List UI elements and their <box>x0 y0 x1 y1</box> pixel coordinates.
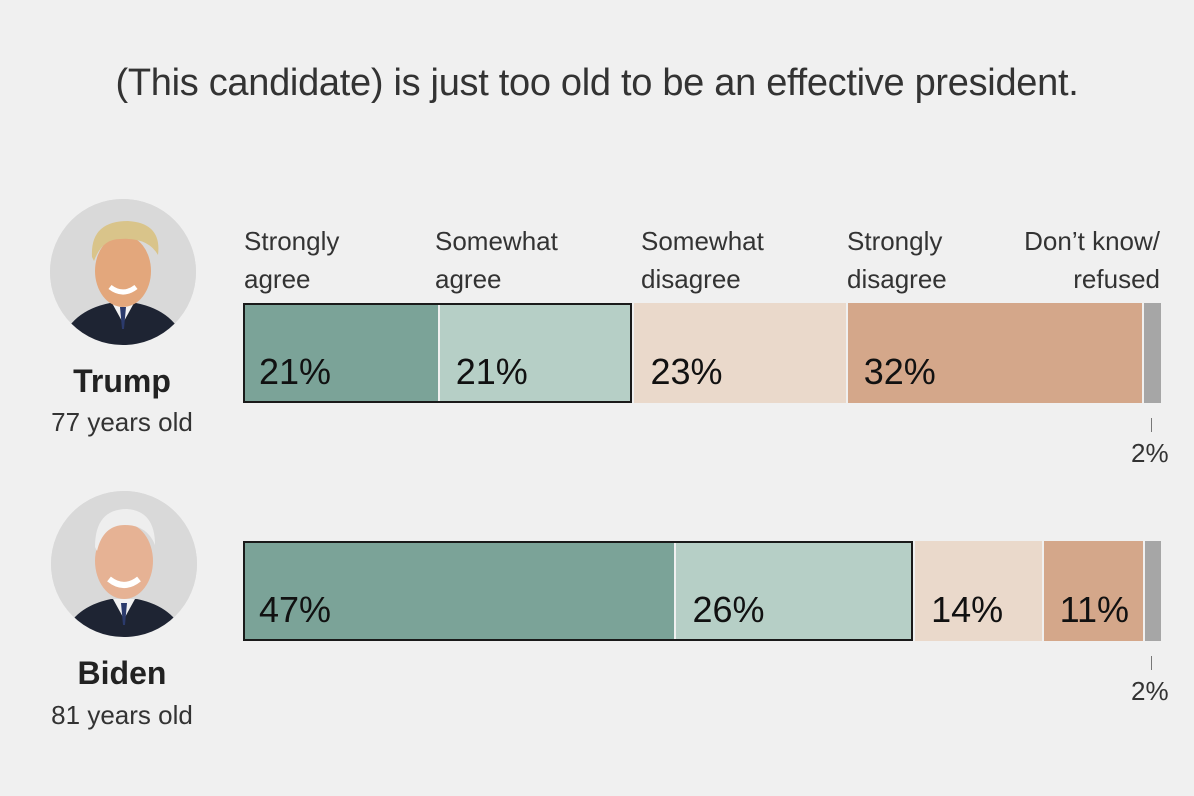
trump-portrait-icon <box>50 199 196 345</box>
trump-avatar <box>50 199 196 345</box>
trump-value-label-strongly-agree: 21% <box>259 351 332 392</box>
chart-title: (This candidate) is just too old to be a… <box>115 62 1079 104</box>
biden-value-label-somewhat-disagree: 14% <box>931 589 1004 630</box>
biden-bar-segment-strongly-disagree: 11% <box>1041 541 1143 641</box>
category-line: disagree <box>847 264 947 294</box>
category-line: Strongly <box>244 226 340 256</box>
biden-portrait-icon <box>51 491 197 637</box>
category-line: refused <box>1073 264 1160 294</box>
biden-bar-segment-somewhat-disagree: 14% <box>913 541 1042 641</box>
category-label-somewhat-disagree: Somewhat disagree <box>641 222 764 298</box>
category-line: Somewhat <box>435 226 558 256</box>
trump-bar-segment-dont-know <box>1142 303 1161 403</box>
trump-value-label-strongly-disagree: 32% <box>863 351 936 392</box>
trump-name: Trump <box>73 363 171 399</box>
biden-dont-know-tick <box>1151 656 1152 670</box>
category-label-somewhat-agree: Somewhat agree <box>435 222 558 298</box>
trump-age: 77 years old <box>51 407 193 437</box>
biden-dont-know-label: 2% <box>1131 676 1169 706</box>
trump-bar-segment-somewhat-agree: 21% <box>437 303 633 403</box>
trump-stacked-bar: 21% 21% 23% 32% <box>243 303 1161 403</box>
trump-bar-segment-strongly-agree: 21% <box>243 303 438 403</box>
biden-stacked-bar: 47% 26% 14% 11% <box>243 541 1161 641</box>
biden-bar-segment-strongly-agree: 47% <box>243 541 675 641</box>
category-label-strongly-agree: Strongly agree <box>244 222 339 298</box>
biden-avatar <box>51 491 197 637</box>
trump-dont-know-label: 2% <box>1131 438 1169 468</box>
category-line: agree <box>244 264 311 294</box>
biden-value-label-strongly-disagree: 11% <box>1059 589 1130 630</box>
category-line: agree <box>435 264 502 294</box>
trump-bar-segment-somewhat-disagree: 23% <box>632 303 846 403</box>
biden-age: 81 years old <box>51 700 193 730</box>
biden-bar-segment-dont-know <box>1142 541 1161 641</box>
category-label-strongly-disagree: Strongly disagree <box>847 222 947 298</box>
category-line: Don’t know/ <box>1024 226 1160 256</box>
trump-dont-know-tick <box>1151 418 1152 432</box>
biden-bar-segment-somewhat-agree: 26% <box>674 541 914 641</box>
category-line: disagree <box>641 264 741 294</box>
biden-value-label-strongly-agree: 47% <box>259 589 332 630</box>
category-label-dont-know: Don’t know/ refused <box>980 222 1160 298</box>
biden-name: Biden <box>77 655 167 691</box>
category-line: Somewhat <box>641 226 764 256</box>
biden-value-label-somewhat-agree: 26% <box>692 589 765 630</box>
trump-value-label-somewhat-disagree: 23% <box>650 351 723 392</box>
trump-bar-segment-strongly-disagree: 32% <box>845 303 1143 403</box>
trump-value-label-somewhat-agree: 21% <box>455 351 528 392</box>
category-line: Strongly <box>847 226 943 256</box>
